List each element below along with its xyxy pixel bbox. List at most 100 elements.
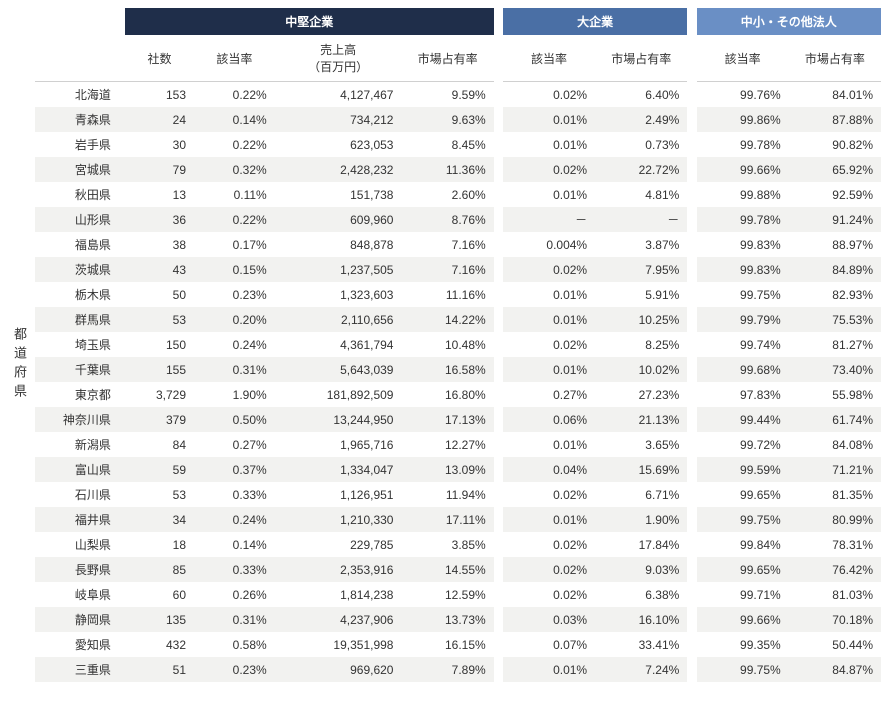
cell-share1: 17.13%	[401, 407, 493, 432]
cell-rate1: 0.37%	[194, 457, 275, 482]
cell-rate1: 0.33%	[194, 557, 275, 582]
cell-rate3: 99.44%	[697, 407, 789, 432]
cell-prefecture: 茨城県	[35, 257, 125, 282]
cell-share2: 6.71%	[595, 482, 687, 507]
cell-count: 36	[125, 207, 194, 232]
cell-share2: －	[595, 207, 687, 232]
cell-count: 379	[125, 407, 194, 432]
cell-rate3: 99.74%	[697, 332, 789, 357]
cell-rate2: 0.02%	[503, 332, 595, 357]
cell-share1: 13.73%	[401, 607, 493, 632]
gap	[687, 182, 696, 207]
cell-rate2: 0.27%	[503, 382, 595, 407]
gap	[687, 482, 696, 507]
table-row: 富山県590.37%1,334,04713.09%0.04%15.69%99.5…	[35, 457, 881, 482]
cell-share1: 11.16%	[401, 282, 493, 307]
cell-rate2: 0.02%	[503, 82, 595, 108]
cell-count: 34	[125, 507, 194, 532]
cell-share1: 7.89%	[401, 657, 493, 682]
cell-rate2: 0.02%	[503, 582, 595, 607]
cell-rate1: 0.24%	[194, 507, 275, 532]
cell-rate2: 0.04%	[503, 457, 595, 482]
cell-revenue: 5,643,039	[275, 357, 402, 382]
table-row: 青森県240.14%734,2129.63%0.01%2.49%99.86%87…	[35, 107, 881, 132]
gap	[687, 207, 696, 232]
cell-rate3: 99.83%	[697, 232, 789, 257]
cell-share1: 13.09%	[401, 457, 493, 482]
cell-prefecture: 富山県	[35, 457, 125, 482]
cell-rate3: 99.83%	[697, 257, 789, 282]
gap	[687, 132, 696, 157]
gap	[687, 357, 696, 382]
cell-share2: 22.72%	[595, 157, 687, 182]
cell-rate3: 99.66%	[697, 607, 789, 632]
cell-rate2: 0.01%	[503, 107, 595, 132]
cell-share2: 27.23%	[595, 382, 687, 407]
cell-rate1: 0.22%	[194, 82, 275, 108]
cell-share3: 91.24%	[789, 207, 881, 232]
cell-rate3: 99.79%	[697, 307, 789, 332]
cell-count: 13	[125, 182, 194, 207]
cell-share2: 7.24%	[595, 657, 687, 682]
table-row: 群馬県530.20%2,110,65614.22%0.01%10.25%99.7…	[35, 307, 881, 332]
group-header-midsize: 中堅企業	[125, 8, 494, 35]
cell-count: 150	[125, 332, 194, 357]
cell-rate1: 0.31%	[194, 607, 275, 632]
gap	[494, 607, 503, 632]
cell-rate1: 1.90%	[194, 382, 275, 407]
cell-share3: 90.82%	[789, 132, 881, 157]
cell-rate2: 0.01%	[503, 282, 595, 307]
cell-revenue: 1,334,047	[275, 457, 402, 482]
cell-prefecture: 長野県	[35, 557, 125, 582]
gap	[494, 207, 503, 232]
cell-rate2: 0.01%	[503, 182, 595, 207]
gap	[687, 332, 696, 357]
gap	[494, 282, 503, 307]
cell-rate3: 99.75%	[697, 282, 789, 307]
cell-rate1: 0.20%	[194, 307, 275, 332]
cell-rate2: 0.06%	[503, 407, 595, 432]
gap	[494, 432, 503, 457]
cell-share3: 70.18%	[789, 607, 881, 632]
cell-share2: 9.03%	[595, 557, 687, 582]
table-row: 茨城県430.15%1,237,5057.16%0.02%7.95%99.83%…	[35, 257, 881, 282]
cell-share1: 11.36%	[401, 157, 493, 182]
cell-share3: 84.89%	[789, 257, 881, 282]
table-row: 石川県530.33%1,126,95111.94%0.02%6.71%99.65…	[35, 482, 881, 507]
cell-prefecture: 秋田県	[35, 182, 125, 207]
cell-revenue: 181,892,509	[275, 382, 402, 407]
cell-rate2: 0.01%	[503, 132, 595, 157]
table-row: 静岡県1350.31%4,237,90613.73%0.03%16.10%99.…	[35, 607, 881, 632]
table-row: 山梨県180.14%229,7853.85%0.02%17.84%99.84%7…	[35, 532, 881, 557]
cell-rate1: 0.24%	[194, 332, 275, 357]
cell-revenue: 1,126,951	[275, 482, 402, 507]
table-row: 神奈川県3790.50%13,244,95017.13%0.06%21.13%9…	[35, 407, 881, 432]
cell-revenue: 4,237,906	[275, 607, 402, 632]
cell-prefecture: 宮城県	[35, 157, 125, 182]
cell-share1: 12.27%	[401, 432, 493, 457]
cell-revenue: 229,785	[275, 532, 402, 557]
cell-share2: 21.13%	[595, 407, 687, 432]
cell-rate2: 0.004%	[503, 232, 595, 257]
cell-share3: 78.31%	[789, 532, 881, 557]
gap	[494, 457, 503, 482]
cell-share1: 16.58%	[401, 357, 493, 382]
gap	[687, 557, 696, 582]
cell-rate1: 0.58%	[194, 632, 275, 657]
cell-rate1: 0.32%	[194, 157, 275, 182]
cell-rate3: 99.84%	[697, 532, 789, 557]
cell-share1: 2.60%	[401, 182, 493, 207]
cell-share1: 16.80%	[401, 382, 493, 407]
gap	[687, 82, 696, 108]
cell-prefecture: 福井県	[35, 507, 125, 532]
cell-revenue: 609,960	[275, 207, 402, 232]
col-share3: 市場占有率	[789, 35, 881, 82]
cell-prefecture: 北海道	[35, 82, 125, 108]
cell-prefecture: 静岡県	[35, 607, 125, 632]
cell-share3: 84.01%	[789, 82, 881, 108]
cell-rate3: 99.75%	[697, 657, 789, 682]
cell-count: 59	[125, 457, 194, 482]
cell-revenue: 19,351,998	[275, 632, 402, 657]
cell-count: 60	[125, 582, 194, 607]
cell-rate1: 0.26%	[194, 582, 275, 607]
